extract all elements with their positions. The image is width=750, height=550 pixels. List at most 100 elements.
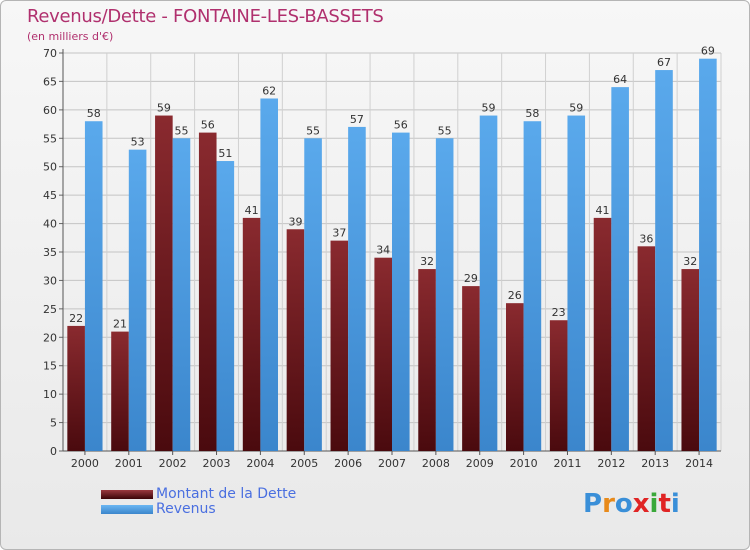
legend-item-dette: Montant de la Dette — [101, 487, 296, 502]
legend-swatch-dette — [101, 490, 153, 499]
data-label-revenus-2001: 53 — [131, 136, 145, 149]
y-tick-label: 25 — [43, 303, 57, 316]
bar-revenus-2005 — [304, 138, 322, 452]
x-tick-label: 2001 — [115, 457, 143, 470]
x-tick-label: 2002 — [159, 457, 187, 470]
y-tick-label: 55 — [43, 132, 57, 145]
y-tick-label: 45 — [43, 189, 57, 202]
logo-letter: i — [670, 489, 680, 519]
bar-revenus-2010 — [523, 121, 542, 451]
data-label-revenus-2010: 58 — [525, 107, 539, 120]
bar-revenus-2012 — [611, 87, 629, 451]
y-tick-label: 35 — [43, 246, 57, 259]
data-label-revenus-2009: 59 — [482, 102, 496, 115]
y-tick-label: 10 — [43, 388, 57, 401]
bar-dette-2005 — [286, 229, 305, 451]
y-tick-label: 20 — [43, 331, 57, 344]
bar-revenus-2008 — [435, 138, 454, 452]
bar-revenus-2014 — [699, 58, 717, 451]
bar-dette-2012 — [593, 217, 612, 451]
axes: 0 5 10 15 20 25 30 35 40 45 50 55 60 65 70 2000 2001 2002… — [43, 47, 721, 470]
data-label-dette-2006: 37 — [332, 227, 346, 240]
bar-revenus-2007 — [392, 132, 410, 451]
data-label-revenus-2007: 56 — [394, 119, 408, 132]
data-label-dette-2007: 34 — [376, 244, 390, 257]
bar-dette-2007 — [374, 257, 392, 451]
bar-dette-2001 — [111, 331, 129, 451]
legend-label-revenus: Revenus — [156, 501, 216, 517]
bar-dette-2000 — [67, 325, 85, 451]
x-tick-label: 2008 — [422, 457, 450, 470]
data-label-dette-2009: 29 — [464, 272, 478, 285]
data-label-revenus-2008: 55 — [438, 124, 452, 137]
logo-letter: t — [658, 489, 671, 519]
data-label-revenus-2003: 51 — [218, 147, 232, 160]
proxiti-logo: Proxiti — [583, 489, 680, 519]
legend-item-revenus: Revenus — [101, 502, 296, 517]
y-tick-label: 15 — [43, 360, 57, 373]
bar-revenus-2001 — [128, 149, 147, 451]
x-tick-label: 2004 — [246, 457, 274, 470]
bar-dette-2003 — [198, 132, 217, 451]
bar-dette-2002 — [155, 115, 173, 452]
data-label-revenus-2013: 67 — [657, 56, 671, 69]
data-label-revenus-2012: 64 — [613, 73, 627, 86]
bar-revenus-2000 — [84, 121, 103, 451]
x-tick-label: 2006 — [334, 457, 362, 470]
legend-swatch-revenus — [101, 505, 153, 514]
bar-revenus-2006 — [348, 126, 366, 452]
x-tick-label: 2014 — [685, 457, 713, 470]
data-label-revenus-2014: 69 — [701, 45, 715, 58]
logo-letter: x — [632, 489, 650, 519]
x-tick-label: 2003 — [203, 457, 231, 470]
y-tick-label: 60 — [43, 104, 57, 117]
bar-revenus-2011 — [567, 115, 586, 452]
data-label-revenus-2006: 57 — [350, 113, 364, 126]
data-label-dette-2013: 36 — [639, 232, 653, 245]
data-label-revenus-2011: 59 — [569, 102, 583, 115]
data-label-dette-2003: 56 — [201, 119, 215, 132]
data-label-revenus-2004: 62 — [262, 84, 276, 97]
legend: Montant de la Dette Revenus — [101, 487, 296, 517]
legend-label-dette: Montant de la Dette — [156, 486, 297, 502]
bar-revenus-2009 — [479, 115, 498, 452]
data-label-revenus-2002: 55 — [174, 124, 188, 137]
data-label-revenus-2005: 55 — [306, 124, 320, 137]
x-tick-label: 2009 — [466, 457, 494, 470]
bar-dette-2014 — [681, 269, 700, 451]
bar-revenus-2004 — [260, 98, 278, 451]
data-label-dette-2010: 26 — [508, 289, 522, 302]
y-tick-label: 40 — [43, 218, 57, 231]
bar-dette-2006 — [330, 240, 349, 451]
bar-dette-2009 — [462, 286, 480, 451]
data-label-dette-2008: 32 — [420, 255, 434, 268]
x-tick-label: 2000 — [71, 457, 99, 470]
logo-letter: P — [583, 489, 603, 519]
logo-letter: i — [649, 489, 659, 519]
x-tick-label: 2012 — [597, 457, 625, 470]
bars — [67, 58, 717, 452]
data-label-dette-2002: 59 — [157, 102, 171, 115]
bar-dette-2010 — [506, 303, 524, 451]
chart-subtitle: (en milliers d'€) — [27, 30, 114, 43]
bar-dette-2011 — [549, 320, 568, 451]
bar-revenus-2003 — [216, 161, 235, 451]
y-tick-label: 50 — [43, 161, 57, 174]
x-tick-label: 2011 — [553, 457, 581, 470]
data-label-dette-2000: 22 — [69, 312, 83, 325]
data-label-dette-2014: 32 — [683, 255, 697, 268]
y-tick-label: 5 — [50, 417, 57, 430]
chart-title: Revenus/Dette - FONTAINE-LES-BASSETS — [27, 6, 384, 27]
y-tick-label: 30 — [43, 274, 57, 287]
data-label-dette-2001: 21 — [113, 318, 127, 331]
y-tick-label: 0 — [50, 445, 57, 458]
x-tick-label: 2005 — [290, 457, 318, 470]
logo-letter: r — [602, 489, 615, 519]
y-tick-label: 70 — [43, 47, 57, 60]
x-tick-label: 2010 — [510, 457, 538, 470]
data-label-dette-2005: 39 — [288, 215, 302, 228]
bar-dette-2013 — [637, 246, 656, 451]
